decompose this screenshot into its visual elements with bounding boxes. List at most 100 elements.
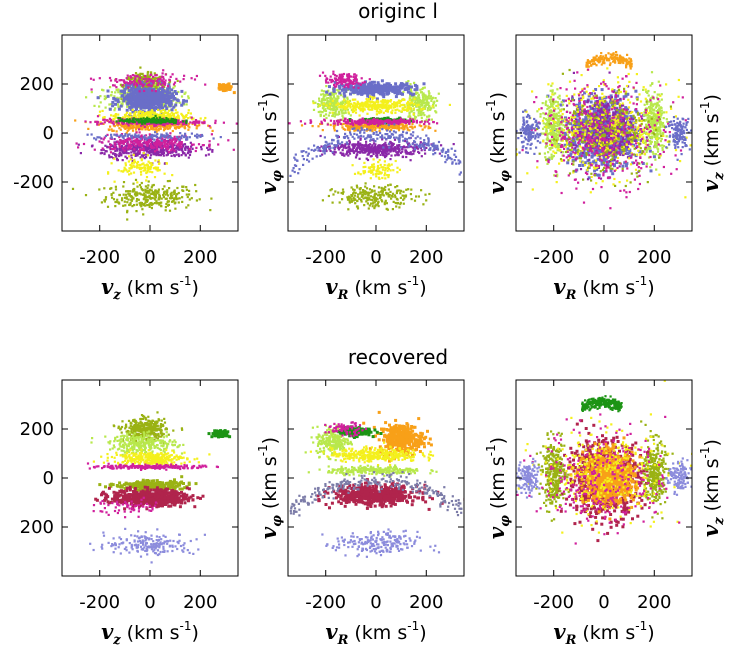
scatter-point	[178, 139, 181, 142]
scatter-point	[160, 75, 163, 78]
scatter-point	[135, 162, 139, 165]
scatter-point	[395, 190, 399, 193]
scatter-point	[363, 102, 366, 105]
scatter-point	[165, 148, 168, 151]
scatter-point	[175, 101, 178, 104]
scatter-point	[130, 82, 134, 86]
scatter-point	[380, 186, 383, 189]
scatter-point	[391, 195, 394, 198]
scatter-point	[179, 136, 182, 139]
scatter-point	[384, 84, 388, 88]
scatter-point	[158, 194, 161, 198]
scatter-point	[422, 203, 425, 206]
scatter-point	[173, 126, 177, 129]
scatter-point	[381, 100, 384, 103]
scatter-point	[148, 84, 151, 87]
scatter-point	[356, 102, 359, 105]
scatter-point	[194, 149, 197, 153]
scatter-point	[348, 104, 352, 107]
scatter-point	[232, 91, 236, 95]
scatter-point	[171, 138, 174, 142]
scatter-point	[167, 203, 170, 206]
scatter-point	[318, 104, 321, 107]
scatter-point	[166, 118, 169, 121]
scatter-point	[367, 197, 370, 200]
scatter-point	[135, 138, 138, 141]
scatter-point	[135, 80, 138, 83]
scatter-point	[430, 118, 433, 121]
scatter-point	[176, 111, 179, 114]
scatter-point	[115, 200, 118, 204]
scatter-point	[148, 195, 151, 198]
scatter-point	[409, 106, 412, 110]
scatter-point	[129, 82, 132, 85]
scatter-point	[134, 191, 137, 194]
scatter-point	[197, 120, 200, 123]
scatter-point	[164, 206, 167, 209]
scatter-point	[157, 86, 160, 89]
scatter-point	[332, 87, 336, 91]
scatter-point	[159, 93, 163, 97]
scatter-point	[151, 90, 155, 94]
scatter-point	[156, 146, 159, 149]
scatter-point	[390, 112, 394, 115]
scatter-point	[143, 192, 146, 195]
scatter-point	[381, 107, 384, 110]
scatter-point	[171, 129, 174, 133]
scatter-point	[200, 133, 203, 137]
scatter-point	[380, 79, 384, 83]
scatter-point	[154, 131, 157, 134]
scatter-point	[320, 101, 323, 104]
scatter-point	[371, 86, 375, 90]
scatter-point	[427, 102, 430, 105]
scatter-point	[108, 107, 112, 111]
scatter-point	[168, 91, 171, 95]
scatter-point	[150, 145, 153, 148]
scatter-point	[132, 153, 135, 156]
scatter-point	[156, 119, 159, 122]
scatter-point	[152, 117, 155, 120]
scatter-point	[407, 109, 410, 112]
scatter-point	[337, 110, 340, 113]
scatter-point	[142, 74, 145, 77]
scatter-point	[426, 95, 429, 98]
scatter-point	[393, 101, 396, 104]
scatter-point	[188, 122, 191, 125]
scatter-point	[150, 141, 154, 144]
scatter-point	[198, 134, 201, 137]
scatter-point	[111, 144, 114, 148]
scatter-point	[152, 109, 156, 113]
scatter-point	[344, 101, 347, 105]
scatter-point	[174, 141, 177, 144]
scatter-point	[173, 85, 176, 88]
scatter-point	[143, 125, 146, 128]
scatter-point	[145, 123, 149, 126]
scatter-point	[425, 103, 428, 107]
scatter-point	[121, 94, 125, 98]
scatter-point	[157, 188, 160, 191]
scatter-point	[361, 108, 364, 111]
scatter-point	[352, 104, 355, 107]
scatter-point	[112, 120, 115, 123]
scatter-point	[153, 138, 156, 141]
scatter-point	[158, 104, 162, 108]
scatter-point	[166, 180, 169, 183]
scatter-point	[377, 194, 380, 197]
scatter-point	[127, 82, 130, 85]
scatter-point	[144, 185, 147, 188]
scatter-point	[174, 124, 177, 127]
scatter-point	[124, 168, 127, 171]
scatter-point	[381, 105, 384, 108]
scatter-point	[195, 135, 198, 139]
scatter-point	[186, 195, 189, 199]
scatter-point	[103, 199, 106, 202]
scatter-point	[166, 133, 169, 136]
scatter-point	[177, 191, 180, 195]
scatter-point	[148, 81, 151, 84]
scatter-point	[142, 155, 145, 158]
scatter-point	[381, 200, 384, 203]
scatter-point	[354, 126, 357, 129]
scatter-point	[360, 195, 363, 198]
scatter-point	[126, 74, 129, 77]
